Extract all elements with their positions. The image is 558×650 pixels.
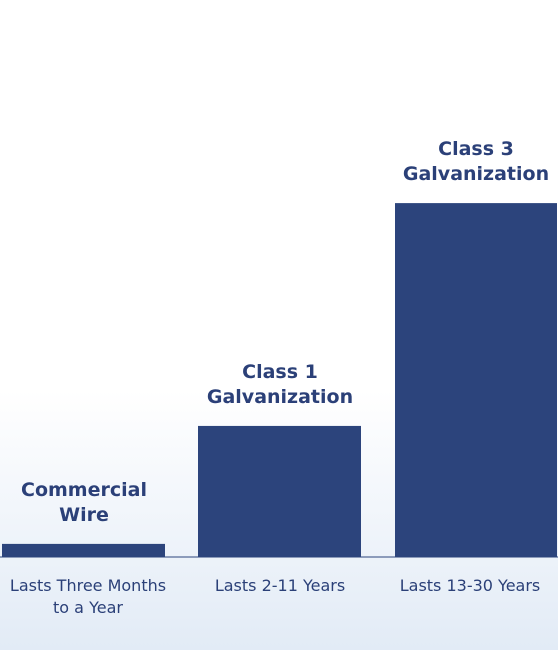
- bar-3: [395, 203, 557, 557]
- bar-label-3: Class 3 Galvanization: [402, 138, 550, 186]
- bar-label-1: Commercial Wire: [21, 478, 147, 526]
- category-label-3: Lasts 13-30 Years: [399, 576, 541, 595]
- bar-label-2: Class 1 Galvanization: [206, 360, 354, 408]
- bar-2: [198, 425, 361, 557]
- category-label-1: Lasts Three Months to a Year: [9, 576, 167, 617]
- bar-1: [2, 543, 165, 557]
- category-label-2: Lasts 2-11 Years: [214, 576, 346, 595]
